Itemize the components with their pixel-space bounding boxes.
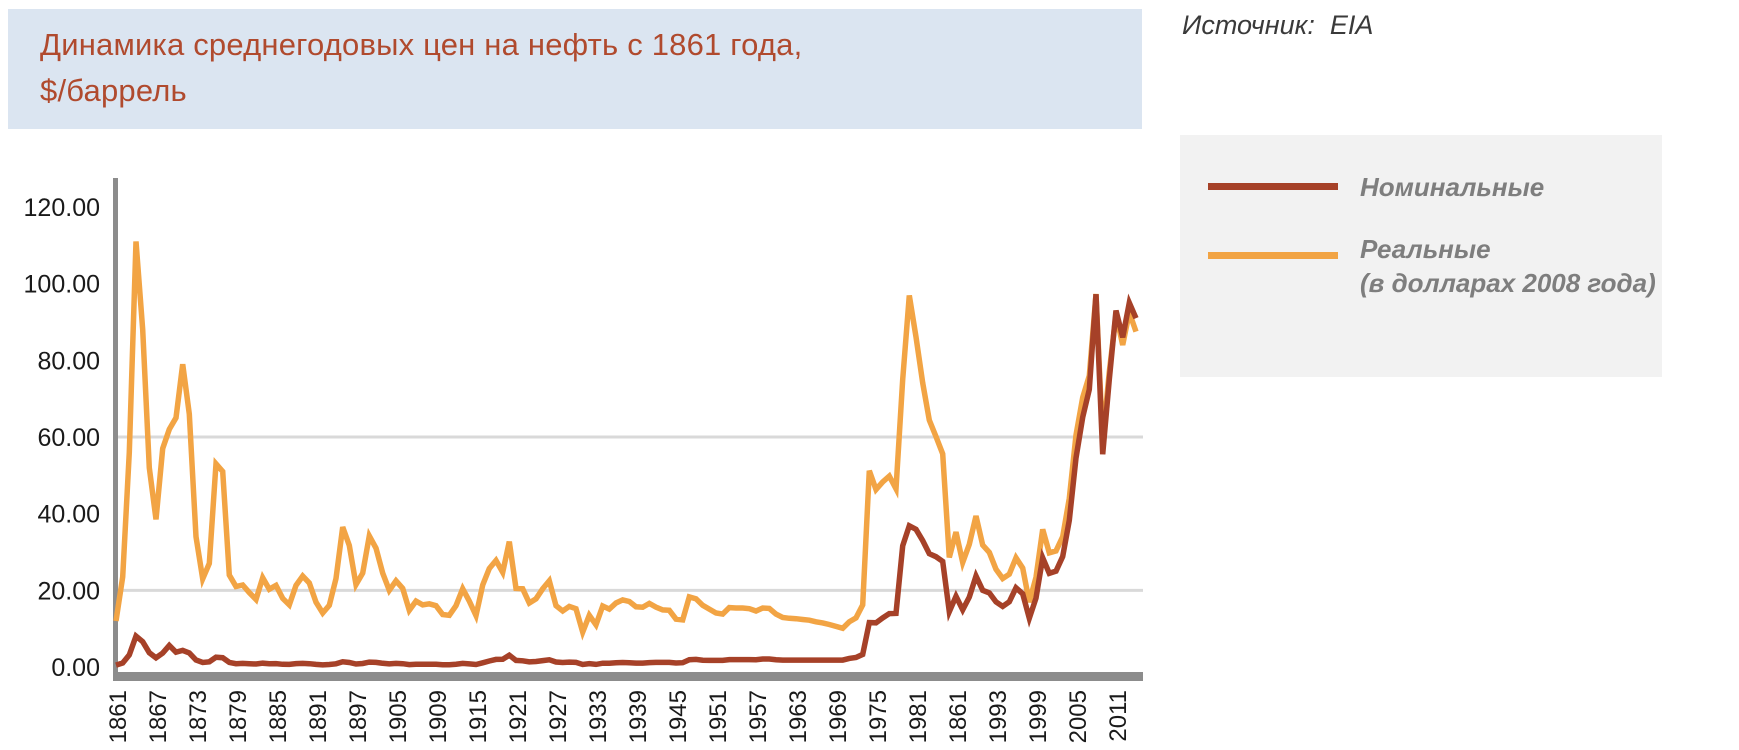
x-tick-label: 1981 xyxy=(905,690,932,743)
nominal-line xyxy=(115,293,1139,668)
x-tick-label: 1975 xyxy=(865,690,892,743)
legend-label-real-text: Реальные xyxy=(1360,234,1491,264)
y-axis-line xyxy=(113,178,118,673)
y-tick-label: 40.00 xyxy=(37,501,100,529)
nominal-line-swatch xyxy=(1208,183,1338,190)
series-lines xyxy=(113,241,1139,668)
y-tick-label: 100.00 xyxy=(24,271,100,299)
x-tick-label: 1861 xyxy=(105,690,132,743)
x-tick-label: 1999 xyxy=(1025,690,1052,743)
x-tick-label: 1993 xyxy=(985,690,1012,743)
legend-label-nominal-text: Номинальные xyxy=(1360,172,1545,202)
gridlines xyxy=(118,435,1143,592)
x-tick-label: 1933 xyxy=(585,690,612,743)
y-tick-label: 80.00 xyxy=(37,347,100,375)
x-tick-label: 2005 xyxy=(1065,690,1092,743)
x-tick-label: 1905 xyxy=(385,690,412,743)
legend-label-nominal: Номинальные xyxy=(1360,170,1544,204)
real-line-swatch xyxy=(1208,252,1338,259)
legend-label-real: Реальные (в долларах 2008 года) xyxy=(1360,232,1656,300)
y-tick-label: 120.00 xyxy=(24,194,100,222)
x-tick-label: 1915 xyxy=(465,690,492,743)
x-tick-label: 1951 xyxy=(705,690,732,743)
x-tick-label: 1963 xyxy=(785,690,812,743)
chart-title-line-2: $/баррель xyxy=(40,73,187,108)
x-tick-label: 1921 xyxy=(505,690,532,743)
x-tick-label: 1957 xyxy=(745,690,772,743)
y-tick-label: 0.00 xyxy=(51,654,100,682)
x-axis-tick-labels: 1861 1867 1873 1879 1885 1891 1897 1905 1909 1915… xyxy=(105,690,1132,743)
chart-title-line-1: Динамика среднегодовых цен на нефть с 18… xyxy=(40,27,803,62)
x-tick-label: 1939 xyxy=(625,690,652,743)
x-tick-label: 1861 xyxy=(945,690,972,743)
x-tick-label: 1969 xyxy=(825,690,852,743)
x-tick-label: 1867 xyxy=(145,690,172,743)
legend: Номинальные Реальные (в долларах 2008 го… xyxy=(1180,135,1662,377)
x-tick-label: 1909 xyxy=(425,690,452,743)
x-tick-label: 1891 xyxy=(305,690,332,743)
x-tick-label: 1885 xyxy=(265,690,292,743)
legend-label-real-subtext: (в долларах 2008 года) xyxy=(1360,268,1656,298)
y-axis-tick-labels: 0.00 20.00 40.00 60.00 80.00 100.00 120.00 xyxy=(24,194,100,682)
x-tick-label: 1897 xyxy=(345,690,372,743)
chart-title-band: Динамика среднегодовых цен на нефть с 18… xyxy=(8,9,1142,129)
x-tick-label: 2011 xyxy=(1105,690,1132,742)
x-tick-label: 1945 xyxy=(665,690,692,743)
y-tick-label: 60.00 xyxy=(37,424,100,452)
source-label: Источник: EIA xyxy=(1182,10,1374,40)
real-line xyxy=(113,241,1139,641)
x-axis-line xyxy=(113,672,1143,681)
x-tick-label: 1873 xyxy=(185,690,212,743)
x-tick-label: 1927 xyxy=(545,690,572,743)
x-tick-label: 1879 xyxy=(225,690,252,743)
y-tick-label: 20.00 xyxy=(37,577,100,605)
